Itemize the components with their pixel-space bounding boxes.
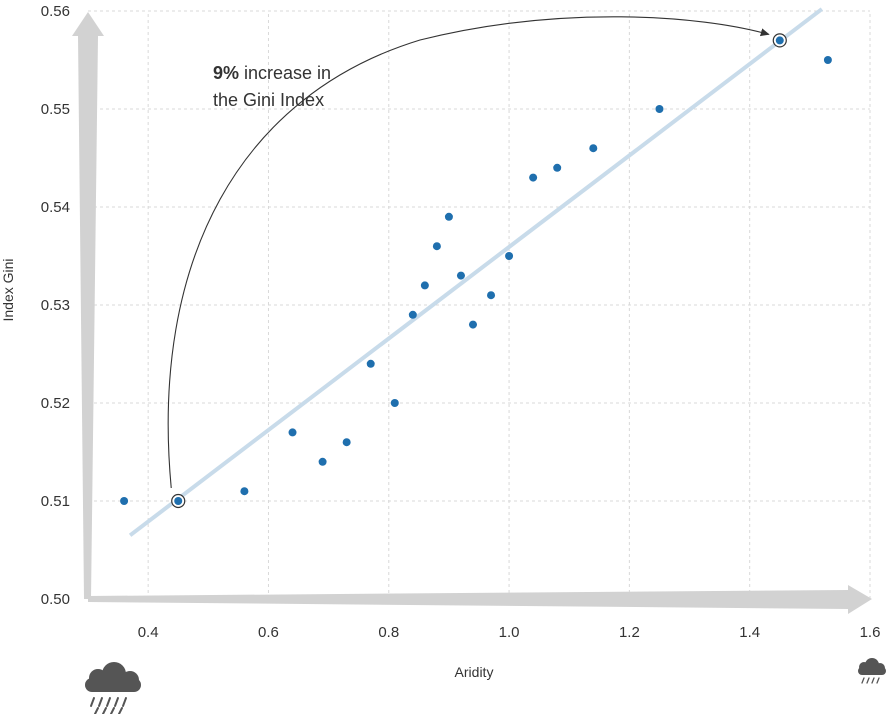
x-tick-label: 1.2 [619,624,640,641]
data-point [823,56,832,64]
data-point [390,399,399,407]
trend-line [128,7,824,537]
y-tick-label: 0.53 [41,297,70,314]
y-tick-label: 0.52 [41,395,70,412]
annotation-text-line-2: the Gini Index [213,90,324,110]
y-tick-label: 0.54 [41,199,70,216]
x-axis-title: Aridity [455,664,494,680]
data-point [240,487,249,496]
annotation-bold-value: 9% [213,63,239,83]
data-point [444,212,453,221]
x-tick-label: 0.8 [378,624,399,641]
x-tick-label: 1.4 [739,624,760,641]
y-tick-label: 0.55 [41,101,70,118]
x-tick-label: 0.4 [138,624,159,641]
annotation-line-1-rest: increase in [239,63,331,83]
annotation-text-line-1: 9% increase in [213,63,331,83]
data-point [655,105,664,113]
x-tick-label: 1.0 [499,624,520,641]
data-point [366,359,375,368]
y-axis-arrow [72,12,104,599]
data-point [487,291,496,300]
data-point [553,163,562,172]
data-point [505,252,514,260]
data-point [120,497,129,505]
axes [72,12,872,614]
data-points [120,33,832,509]
data-point [589,144,598,153]
y-tick-label: 0.50 [41,591,70,608]
highlight-point [775,36,784,45]
y-tick-label: 0.51 [41,493,70,510]
highlight-point [174,497,183,505]
grid-lines [88,10,871,599]
x-axis-arrow [88,585,872,614]
data-point [420,281,429,290]
x-tick-label: 1.6 [860,624,881,641]
heavy-rain-cloud-icon [85,662,141,714]
light-rain-cloud-icon [858,658,886,684]
data-point [468,320,477,329]
data-point [432,242,441,251]
y-tick-label: 0.56 [41,3,70,20]
annotation-group [167,16,770,489]
tick-labels: 0.4 0.6 0.8 1.0 1.2 1.4 1.6 0.50 0.51 0.52 0.53 0.5… [41,3,881,641]
data-point [342,438,351,447]
x-tick-label: 0.6 [258,624,279,641]
data-point [288,428,297,437]
data-point [456,271,465,280]
data-point [318,457,327,466]
data-point [408,310,417,319]
trend-line-group [128,7,824,537]
annotation-arrow [167,16,770,489]
y-axis-title: Index Gini [0,258,16,321]
data-point [529,173,538,182]
